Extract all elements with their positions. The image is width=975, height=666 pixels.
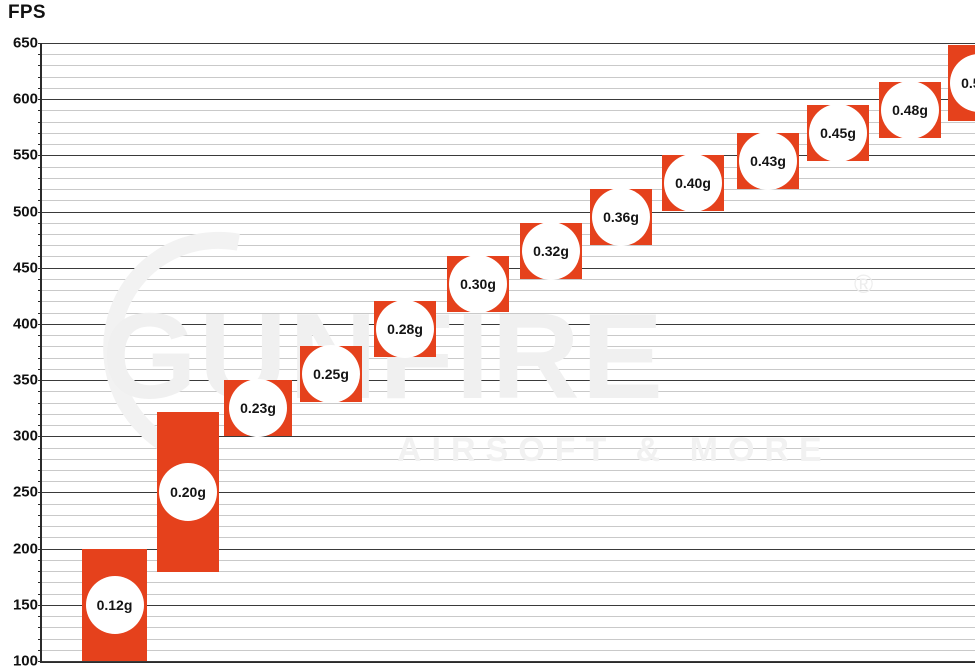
bar-value-label: 0.40g	[664, 154, 722, 212]
gridline-minor	[42, 504, 975, 505]
page-title: FPS	[8, 2, 46, 23]
y-axis-tick-label: 550	[12, 146, 38, 164]
gridline-minor	[42, 459, 975, 460]
gridline-minor	[42, 167, 975, 168]
y-axis-tick-label: 200	[12, 540, 38, 558]
bar-value-label: 0.23g	[229, 379, 287, 437]
gridline-major	[42, 99, 975, 100]
bar-0-40g[interactable]: 0.40g	[662, 154, 724, 212]
y-axis-tick-label: 350	[12, 371, 38, 389]
bar-0-48g[interactable]: 0.48g	[879, 81, 941, 139]
y-axis-tick-label: 100	[12, 652, 38, 666]
bar-value-label: 0.20g	[159, 463, 217, 521]
bar-0-45g[interactable]: 0.45g	[807, 104, 869, 162]
gridline-minor	[42, 65, 975, 66]
y-axis-tick-label: 650	[12, 34, 38, 52]
y-axis-tick-label: 150	[12, 596, 38, 614]
gridline-minor	[42, 77, 975, 78]
gridline-major	[42, 492, 975, 493]
bar-0-25g[interactable]: 0.25g	[300, 345, 362, 403]
gridline-minor	[42, 616, 975, 617]
gridline-minor	[42, 133, 975, 134]
bar-value-label: 0.36g	[592, 188, 650, 246]
bar-value-label: 0.12g	[85, 576, 144, 634]
gridline-minor	[42, 403, 975, 404]
gridline-minor	[42, 54, 975, 55]
gridline-major	[42, 380, 975, 381]
gridline-minor	[42, 313, 975, 314]
bar-0-20g[interactable]: 0.20g	[157, 412, 219, 572]
bar-0-32g[interactable]: 0.32g	[520, 222, 582, 280]
y-axis-tick-label: 250	[12, 483, 38, 501]
gridline-minor	[42, 110, 975, 111]
gridline-minor	[42, 122, 975, 123]
gridline-minor	[42, 245, 975, 246]
gridline-minor	[42, 470, 975, 471]
bar-series: 0.12g 0.20g 0.23g 0.25g 0.28g 0.30g 0.32g 0.36g…	[42, 43, 975, 661]
gridline-minor	[42, 88, 975, 89]
gridline-major	[42, 436, 975, 437]
gridline-minor	[42, 481, 975, 482]
bar-0-28g[interactable]: 0.28g	[374, 300, 436, 358]
gridline-minor	[42, 582, 975, 583]
bar-value-label: 0.48g	[881, 81, 939, 139]
gridline-minor	[42, 515, 975, 516]
gridline-major	[42, 549, 975, 550]
gridline-minor	[42, 537, 975, 538]
bar-0-50g[interactable]: 0.50g	[948, 45, 975, 121]
bar-0-43g[interactable]: 0.43g	[737, 132, 799, 190]
gridline-minor	[42, 178, 975, 179]
y-axis-tick-label: 300	[12, 427, 38, 445]
gridline-minor	[42, 200, 975, 201]
gridline-major	[42, 661, 975, 662]
bar-value-label: 0.30g	[449, 255, 507, 313]
gridline-minor	[42, 369, 975, 370]
gridline-minor	[42, 448, 975, 449]
gridline-minor	[42, 627, 975, 628]
gridline-minor	[42, 414, 975, 415]
gridline-minor	[42, 358, 975, 359]
gridline-major	[42, 43, 975, 44]
bar-0-30g[interactable]: 0.30g	[447, 255, 509, 313]
gridline-minor	[42, 391, 975, 392]
bar-0-23g[interactable]: 0.23g	[224, 379, 292, 437]
bar-value-label: 0.25g	[302, 345, 360, 403]
gridline-minor	[42, 189, 975, 190]
gridline-minor	[42, 223, 975, 224]
gridline-minor	[42, 594, 975, 595]
gridline-minor	[42, 144, 975, 145]
gridline-major	[42, 605, 975, 606]
gridline-minor	[42, 571, 975, 572]
gridline-minor	[42, 335, 975, 336]
gridline-major	[42, 324, 975, 325]
bar-value-label: 0.32g	[522, 222, 580, 280]
bar-0-12g[interactable]: 0.12g	[82, 549, 147, 661]
gridline-minor	[42, 526, 975, 527]
y-axis-tick-label: 500	[12, 203, 38, 221]
gridline-minor	[42, 639, 975, 640]
y-axis-tick-label: 600	[12, 90, 38, 108]
gridline-minor	[42, 560, 975, 561]
plot-area: GUNFIRE ® AIRSOFT & MORE 0.12g0.20g0.23g…	[40, 43, 975, 663]
gridline-minor	[42, 425, 975, 426]
bar-value-label: 0.45g	[809, 104, 867, 162]
gridline-major	[42, 212, 975, 213]
y-axis: 100 150 200 250 300 350 400 450 500 550 600 650	[0, 36, 42, 666]
bar-value-label: 0.28g	[376, 300, 434, 358]
gridline-major	[42, 155, 975, 156]
gridline-minor	[42, 346, 975, 347]
y-axis-tick-label: 400	[12, 315, 38, 333]
gridline-minor	[42, 650, 975, 651]
bar-value-label: 0.50g	[950, 54, 975, 112]
bar-value-label: 0.43g	[739, 132, 797, 190]
y-axis-tick-label: 450	[12, 259, 38, 277]
bar-0-36g[interactable]: 0.36g	[590, 188, 652, 246]
gridline-minor	[42, 234, 975, 235]
